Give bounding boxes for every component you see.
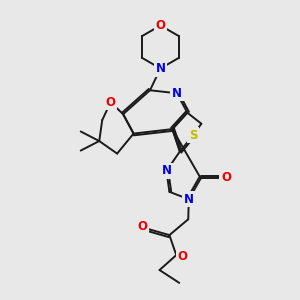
Text: O: O bbox=[221, 171, 231, 184]
Text: N: N bbox=[184, 193, 194, 206]
Text: N: N bbox=[161, 164, 171, 177]
Text: O: O bbox=[106, 96, 116, 109]
Text: S: S bbox=[189, 129, 197, 142]
Text: O: O bbox=[155, 19, 166, 32]
Text: O: O bbox=[137, 220, 147, 232]
Text: N: N bbox=[172, 87, 182, 100]
Text: O: O bbox=[178, 250, 188, 263]
Text: N: N bbox=[155, 62, 166, 75]
